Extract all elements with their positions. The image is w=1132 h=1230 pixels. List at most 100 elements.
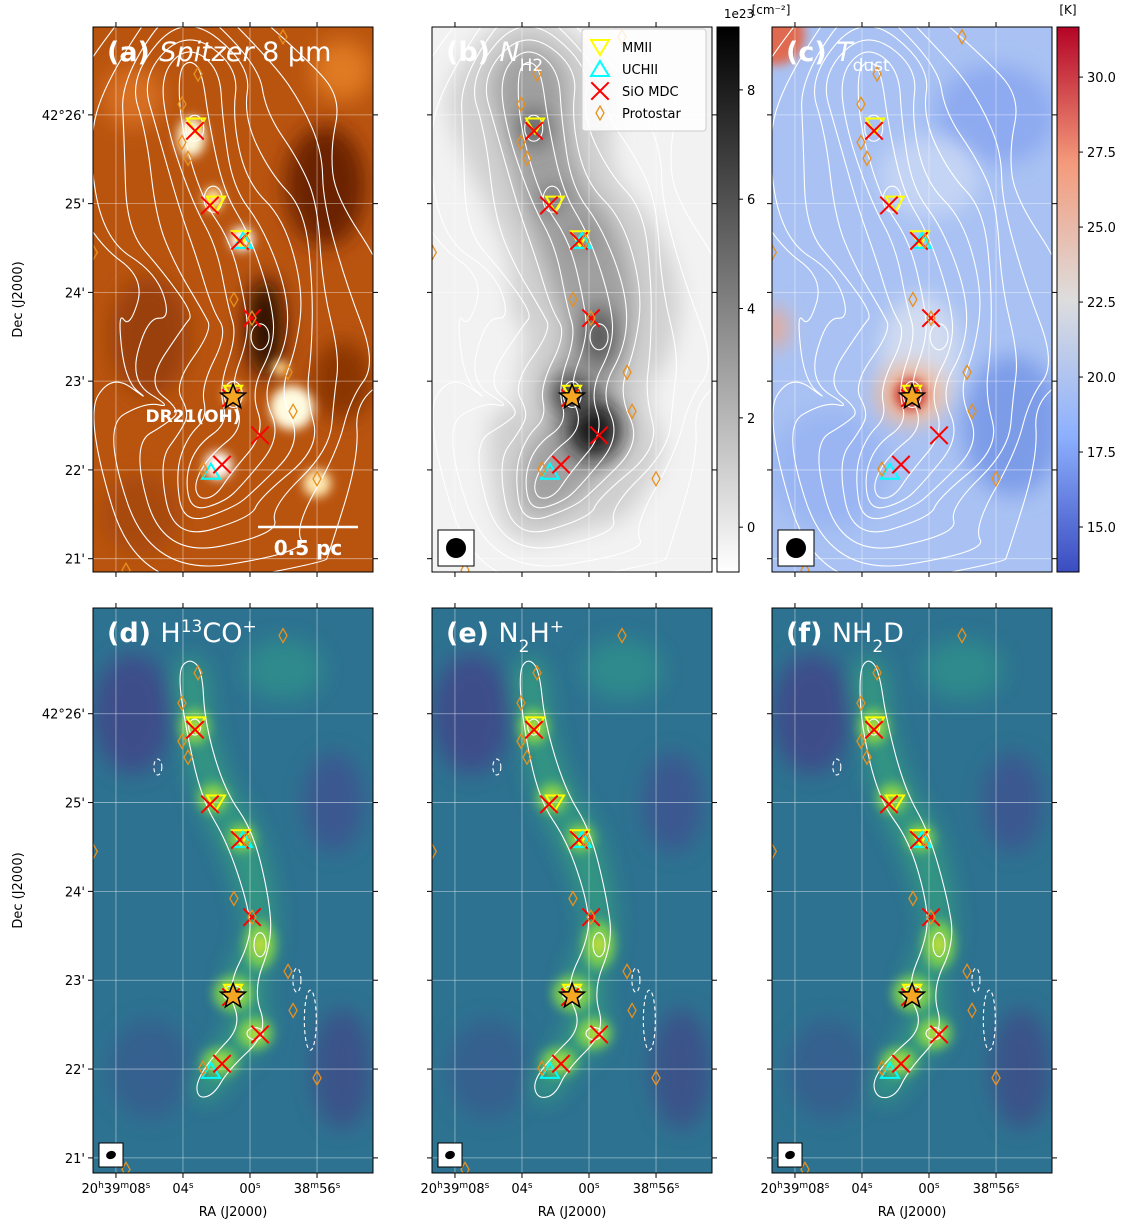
marker-diamond xyxy=(193,664,203,682)
marker-diamond xyxy=(312,1069,322,1087)
map-feature xyxy=(243,639,324,700)
title-part: (d) xyxy=(107,618,160,649)
contour xyxy=(432,27,712,572)
y-tick-label: 24' xyxy=(65,286,85,301)
marker-diamond xyxy=(568,890,578,907)
marker-x xyxy=(539,794,559,814)
frame xyxy=(92,26,374,573)
marker-x xyxy=(921,308,941,328)
marker-diamond xyxy=(872,65,882,83)
map-feature xyxy=(109,276,190,397)
marker-diamond xyxy=(183,748,193,766)
marker-diamond xyxy=(962,363,972,381)
marker-diamond xyxy=(800,561,810,572)
marker-diamond xyxy=(516,95,526,113)
marker-diamond xyxy=(920,232,930,250)
marker-diamond xyxy=(312,470,322,488)
marker-diamond xyxy=(522,150,532,167)
legend-label: SiO MDC xyxy=(622,85,679,100)
marker-x xyxy=(589,1025,609,1044)
marker-diamond xyxy=(926,309,936,327)
title-part: N xyxy=(498,618,518,649)
map-feature xyxy=(583,306,616,367)
colorbar-tick-label: 8 xyxy=(747,84,755,99)
marker-diamond xyxy=(926,908,936,926)
marker-x xyxy=(242,308,262,328)
colorbar xyxy=(716,26,740,573)
contour xyxy=(519,660,611,1098)
legend-label: Protostar xyxy=(622,107,682,122)
x-tick-label: 38m56s xyxy=(294,1181,341,1197)
marker-diamond xyxy=(580,232,590,250)
contour xyxy=(772,27,1052,572)
colorbar-tick-label: 17.5 xyxy=(1087,446,1116,461)
marker-x xyxy=(524,720,544,740)
y-tick-label: 24' xyxy=(65,885,85,900)
marker-x xyxy=(891,455,911,475)
marker-diamond xyxy=(121,561,131,572)
contour xyxy=(253,932,267,958)
marker-diamond xyxy=(617,627,627,644)
marker-diamond xyxy=(908,291,918,308)
marker-diamond xyxy=(229,291,239,308)
marker-diamond xyxy=(627,1002,637,1019)
title-part: (c) xyxy=(786,37,836,68)
marker-diamond xyxy=(957,28,967,46)
marker-diamond xyxy=(568,291,578,308)
contour xyxy=(93,27,370,567)
colorbar-tick-label: 27.5 xyxy=(1087,146,1116,161)
contour xyxy=(188,718,202,736)
title-part: 8 µm xyxy=(254,37,332,68)
y-axis-label: Dec (J2000) xyxy=(11,261,26,337)
legend-marker xyxy=(589,39,611,57)
colorbar-tick-label: 4 xyxy=(747,303,755,318)
marker-diamond xyxy=(177,134,187,151)
x-tick-label: 20h39m08s xyxy=(761,1181,830,1197)
contour xyxy=(122,27,339,549)
x-axis-label: RA (J2000) xyxy=(538,1205,607,1220)
marker-diamond xyxy=(991,470,1001,488)
marker-diamond xyxy=(872,664,882,682)
marker-diamond xyxy=(962,963,972,980)
x-axis-label: RA (J2000) xyxy=(199,1205,268,1220)
contour xyxy=(801,27,1018,549)
marker-diamond xyxy=(651,1069,661,1087)
marker-diamond xyxy=(580,831,590,849)
frame xyxy=(771,607,1053,1174)
y-tick-label: 22' xyxy=(65,1063,85,1078)
x-tick-label: 20h39m08s xyxy=(421,1181,490,1197)
marker-diamond xyxy=(877,460,887,478)
marker-diamond xyxy=(856,134,866,151)
legend-label: MMII xyxy=(622,41,652,56)
y-tick-label: 42°26' xyxy=(42,708,85,723)
frame xyxy=(771,26,1053,573)
contour xyxy=(135,27,316,533)
title-part: (f) xyxy=(786,618,832,649)
x-tick-label: 04s xyxy=(851,1181,873,1197)
map-feature xyxy=(285,125,366,246)
contour xyxy=(474,27,655,533)
contour xyxy=(929,323,949,351)
colorbar-tick-label: 15.0 xyxy=(1087,521,1116,536)
marker-x xyxy=(250,1025,270,1044)
title-part: H xyxy=(529,618,549,649)
contour xyxy=(485,39,641,520)
panel-title: (c) Tdust xyxy=(786,37,890,76)
scale-bar-label: 0.5 pc xyxy=(274,536,343,560)
contour xyxy=(527,718,541,736)
contour xyxy=(146,39,302,520)
contour xyxy=(250,323,270,351)
y-tick-label: 23' xyxy=(65,375,85,390)
marker-diamond xyxy=(522,748,532,766)
marker-diamond xyxy=(288,1002,298,1019)
map-feature xyxy=(772,307,787,348)
marker-x xyxy=(212,455,232,475)
marker-diamond xyxy=(622,363,632,381)
y-tick-label: 25' xyxy=(65,198,85,213)
panel xyxy=(432,608,712,1173)
beam-box xyxy=(437,1142,463,1168)
y-tick-label: 21' xyxy=(65,1152,85,1167)
marker-x xyxy=(551,455,571,475)
marker-diamond xyxy=(229,890,239,907)
marker-diamond xyxy=(288,403,298,420)
